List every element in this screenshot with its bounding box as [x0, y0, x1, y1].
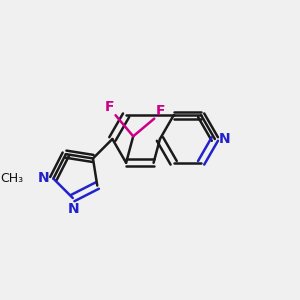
Text: N: N: [218, 132, 230, 146]
Text: N: N: [38, 171, 50, 185]
Text: N: N: [68, 202, 79, 216]
Text: F: F: [105, 100, 114, 114]
Text: F: F: [156, 104, 165, 118]
Text: CH₃: CH₃: [1, 172, 24, 185]
